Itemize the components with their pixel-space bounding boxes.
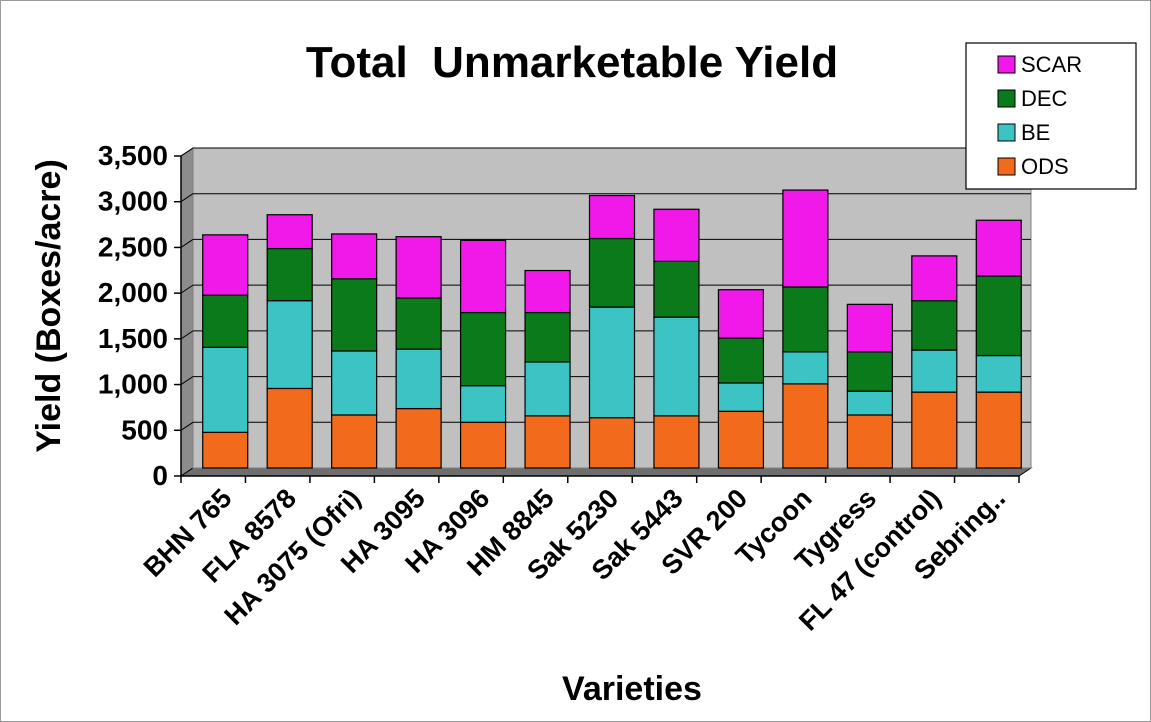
legend-box bbox=[965, 42, 1137, 190]
bar-segment-be bbox=[395, 348, 442, 410]
bar-segment-be bbox=[524, 361, 571, 417]
bar-segment-ods bbox=[266, 387, 313, 469]
bar-segment-be bbox=[782, 351, 829, 385]
bar-segment-scar bbox=[202, 234, 249, 296]
bar-segment-scar bbox=[459, 239, 507, 314]
bar-segment-ods bbox=[911, 391, 958, 469]
bar-segment-dec bbox=[266, 247, 313, 302]
bar-segment-dec bbox=[975, 275, 1022, 357]
bar-segment-be bbox=[331, 350, 378, 416]
bar-segment-ods bbox=[459, 421, 507, 469]
chart-title: Total Unmarketable Yield bbox=[306, 38, 838, 87]
bar-segment-ods bbox=[846, 414, 893, 469]
y-tick-label: 3,000 bbox=[98, 186, 168, 217]
bar-segment-dec bbox=[395, 297, 442, 350]
legend-swatch-ods bbox=[997, 157, 1016, 176]
gridline-side bbox=[180, 193, 194, 203]
y-tick-label: 3,500 bbox=[98, 140, 168, 171]
bar-segment-scar bbox=[782, 189, 829, 288]
bar-segment-be bbox=[911, 349, 958, 393]
bar-segment-ods bbox=[975, 391, 1022, 469]
bar-segment-scar bbox=[588, 194, 636, 240]
bar-segment-scar bbox=[395, 236, 442, 299]
y-tick-label: 2,500 bbox=[98, 231, 168, 262]
legend-label-dec: DEC bbox=[1021, 86, 1068, 111]
bar-segment-dec bbox=[331, 278, 378, 352]
bar-segment-be bbox=[459, 385, 507, 423]
gridline-side bbox=[180, 239, 194, 248]
bar-segment-ods bbox=[782, 383, 829, 469]
bar-segment-be bbox=[717, 382, 765, 412]
y-tick-label: 0 bbox=[152, 460, 168, 491]
legend-label-ods: ODS bbox=[1021, 154, 1069, 179]
legend-label-be: BE bbox=[1021, 120, 1050, 145]
plot-floor bbox=[179, 467, 1033, 477]
y-axis-label: Yield (Boxes/acre) bbox=[30, 159, 68, 453]
bar-segment-dec bbox=[653, 260, 700, 318]
bar-segment-scar bbox=[331, 233, 378, 280]
bar-segment-scar bbox=[975, 219, 1022, 277]
bar-segment-ods bbox=[524, 415, 571, 469]
y-tick-label: 1,500 bbox=[98, 323, 168, 354]
bar-segment-ods bbox=[588, 417, 636, 469]
bar-segment-scar bbox=[846, 303, 893, 353]
gridline-side bbox=[180, 284, 194, 294]
bar-segment-ods bbox=[202, 431, 249, 469]
gridline-side bbox=[180, 376, 194, 385]
bar-segment-ods bbox=[331, 414, 378, 469]
y-tick-label: 500 bbox=[121, 414, 168, 445]
bar-segment-scar bbox=[717, 289, 765, 339]
bar-segment-dec bbox=[717, 337, 765, 384]
legend-swatch-scar bbox=[997, 55, 1016, 74]
bar-segment-be bbox=[975, 354, 1022, 393]
bar-segment-ods bbox=[717, 410, 765, 469]
bar-segment-dec bbox=[846, 351, 893, 392]
gridline-side bbox=[180, 330, 194, 340]
legend-swatch-be bbox=[997, 123, 1016, 142]
bar-segment-be bbox=[202, 346, 249, 433]
bar-segment-be bbox=[266, 300, 313, 390]
bar-segment-dec bbox=[524, 311, 571, 363]
legend-swatch-dec bbox=[997, 89, 1016, 108]
bar-segment-scar bbox=[653, 208, 700, 262]
bar-segment-dec bbox=[459, 311, 507, 387]
bar-segment-dec bbox=[911, 300, 958, 351]
legend: SCAR DEC BE ODS bbox=[965, 42, 1137, 190]
y-axis: 0 500 1,000 1,500 2,000 2,500 3,000 3,500 bbox=[98, 140, 182, 491]
bars bbox=[202, 189, 1022, 469]
bar-segment-be bbox=[588, 306, 636, 419]
y-tick-label: 1,000 bbox=[98, 369, 168, 400]
bar-segment-scar bbox=[266, 214, 313, 250]
y-tick-label: 2,000 bbox=[98, 277, 168, 308]
bar-segment-scar bbox=[524, 269, 571, 314]
bar-segment-ods bbox=[395, 407, 442, 469]
bar-segment-be bbox=[653, 316, 700, 417]
x-axis-label: Varieties bbox=[562, 670, 702, 708]
bar-segment-dec bbox=[588, 237, 636, 308]
bar-segment-ods bbox=[653, 415, 700, 469]
bar-segment-dec bbox=[202, 294, 249, 348]
bar-segment-dec bbox=[782, 286, 829, 353]
gridline-side bbox=[180, 147, 194, 157]
gridline-side bbox=[180, 421, 194, 431]
bar-segment-scar bbox=[911, 255, 958, 302]
legend-label-scar: SCAR bbox=[1021, 52, 1082, 77]
bar-segment-be bbox=[846, 390, 893, 416]
